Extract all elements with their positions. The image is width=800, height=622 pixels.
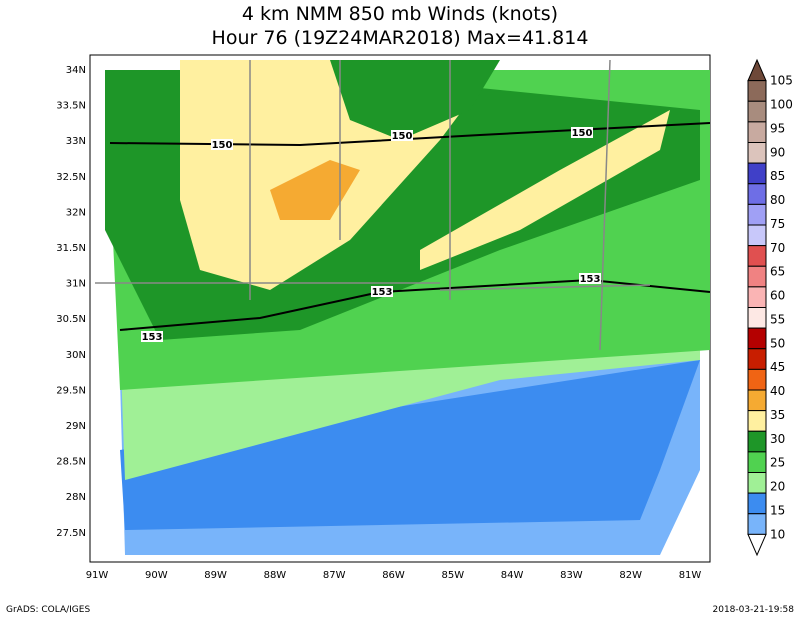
colorbar-box <box>747 307 767 329</box>
state-border <box>95 59 651 351</box>
lon-label: 84W <box>501 570 524 581</box>
lat-label: 31N <box>66 279 86 290</box>
lat-label: 30N <box>66 350 86 361</box>
map <box>89 54 711 563</box>
colorbar-box <box>747 430 767 453</box>
band <box>270 160 360 220</box>
colorbar-cap <box>747 533 767 557</box>
lat-label: 29.5N <box>56 385 86 396</box>
colorbar-label: 40 <box>770 384 785 398</box>
colorbar-box <box>747 162 767 185</box>
contour-label: 153 <box>142 332 163 343</box>
colorbar-box <box>747 183 767 205</box>
band <box>330 60 500 140</box>
contour-label-bg <box>371 286 393 297</box>
lat-label: 32.5N <box>56 172 86 183</box>
colorbar-box <box>747 203 767 226</box>
colorbar-box <box>747 100 767 123</box>
colorbar-label: 55 <box>770 312 785 326</box>
colorbar-box <box>747 224 767 247</box>
colorbar-label: 20 <box>770 480 785 494</box>
colorbar-label: 50 <box>770 336 785 350</box>
colorbar-label: 85 <box>770 169 785 183</box>
colorbar-box <box>747 472 767 494</box>
lon-label: 86W <box>382 570 405 581</box>
colorbar-box <box>747 513 767 535</box>
colorbar-box <box>747 245 767 267</box>
lon-label: 83W <box>560 570 583 581</box>
colorbar-box <box>747 327 767 350</box>
subtitle: Hour 76 (19Z24MAR2018) Max=41.814 <box>212 27 589 49</box>
lat-label: 27.5N <box>56 528 86 539</box>
colorbar-box <box>747 121 767 143</box>
contour-label: 153 <box>580 274 601 285</box>
colorbar-label: 70 <box>770 241 785 255</box>
colorbar-box <box>747 389 767 412</box>
contour-label: 153 <box>372 287 393 298</box>
lon-label: 82W <box>619 570 642 581</box>
colorbar-cap <box>747 58 767 82</box>
band <box>120 360 700 530</box>
colorbar-box <box>747 80 767 102</box>
contour-label-bg <box>579 273 601 284</box>
lat-label: 34N <box>66 65 86 76</box>
footer-left: GrADS: COLA/IGES <box>6 605 90 615</box>
contour-label: 150 <box>392 131 413 142</box>
colorbar-label: 75 <box>770 217 785 231</box>
lon-label: 89W <box>204 570 227 581</box>
contour-label-bg <box>391 130 413 141</box>
lat-label: 33.5N <box>56 101 86 112</box>
colorbar-box <box>747 410 767 432</box>
lon-label: 90W <box>145 570 168 581</box>
colorbar-box <box>747 451 767 473</box>
contour-label: 150 <box>572 128 593 139</box>
contour-label-bg <box>571 127 593 138</box>
colorbar-label: 45 <box>770 360 785 374</box>
lat-label: 32N <box>66 207 86 218</box>
lat-label: 31.5N <box>56 243 86 254</box>
contour-label-bg <box>211 139 233 150</box>
colorbar-label: 25 <box>770 456 785 470</box>
colorbar-label: 35 <box>770 408 785 422</box>
lon-label: 85W <box>441 570 464 581</box>
colorbar-box <box>747 286 767 308</box>
colorbar-label: 105 <box>770 74 793 88</box>
colorbar-label: 90 <box>770 145 785 159</box>
colorbar-label: 100 <box>770 98 793 112</box>
lon-label: 87W <box>323 570 346 581</box>
colorbar-box <box>747 368 767 391</box>
colorbar-label: 60 <box>770 289 785 303</box>
colorbar-label: 95 <box>770 121 785 135</box>
colorbar-label: 15 <box>770 503 785 517</box>
lat-label: 28N <box>66 492 86 503</box>
colorbar-box <box>747 142 767 164</box>
lat-label: 29N <box>66 421 86 432</box>
colorbar-box <box>747 265 767 288</box>
title: 4 km NMM 850 mb Winds (knots) <box>242 3 558 25</box>
colorbar-label: 10 <box>770 527 785 541</box>
footer-right: 2018-03-21-19:58 <box>713 605 795 615</box>
lon-label: 91W <box>86 570 109 581</box>
lon-label: 81W <box>679 570 702 581</box>
colorbar-box <box>747 492 767 515</box>
colorbar-label: 30 <box>770 432 785 446</box>
colorbar-label: 80 <box>770 193 785 207</box>
colorbar-box <box>747 348 767 370</box>
lat-label: 30.5N <box>56 314 86 325</box>
lat-label: 33N <box>66 136 86 147</box>
contour-label-bg <box>141 331 163 342</box>
colorbar-label: 65 <box>770 265 785 279</box>
lon-label: 88W <box>264 570 287 581</box>
contour-label: 150 <box>212 140 233 151</box>
lat-label: 28.5N <box>56 457 86 468</box>
contour <box>109 122 711 147</box>
